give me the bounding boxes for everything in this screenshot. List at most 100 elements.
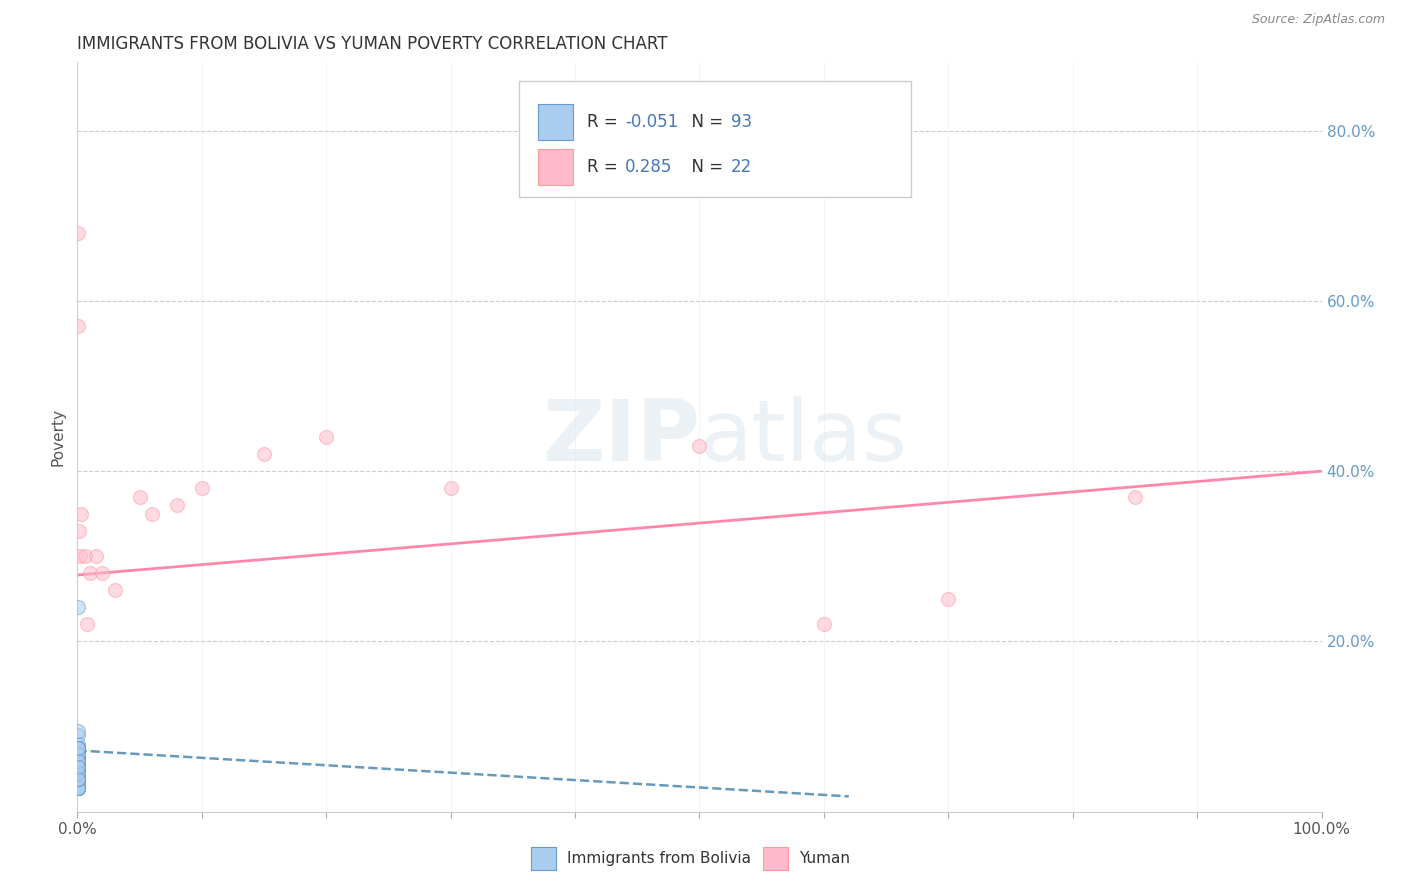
Point [936,591,959,606]
Point [66,766,89,780]
Text: Source: ZipAtlas.com: Source: ZipAtlas.com [1251,13,1385,27]
Point [69,549,91,564]
Point [66,766,89,780]
Point [66,740,89,755]
Bar [537,149,572,186]
FancyBboxPatch shape [519,81,911,197]
Point [66,766,89,780]
Point [66,772,89,787]
Point [66,754,89,768]
Point [66,760,89,774]
Point [91,566,114,581]
Text: ZIP: ZIP [541,395,700,479]
Point [66,747,89,761]
Point [66,762,89,776]
Point [191,481,214,495]
Y-axis label: Poverty: Poverty [51,408,66,467]
Point [66,766,89,780]
Point [67,754,90,768]
Point [66,780,89,795]
Point [66,780,89,795]
Text: Immigrants from Bolivia: Immigrants from Bolivia [568,851,751,865]
Point [66,226,89,240]
Point [66,772,89,787]
Point [66,760,89,774]
Point [66,754,89,768]
Point [66,766,89,780]
Point [66,754,89,768]
Point [66,728,89,742]
Point [66,772,89,787]
Point [76,617,98,632]
Point [66,752,89,766]
Point [66,772,89,787]
Point [66,772,89,787]
Point [66,772,89,787]
Point [66,760,89,774]
Point [66,747,89,761]
Text: N =: N = [681,113,728,131]
Point [66,747,89,761]
Point [66,747,89,761]
Point [66,754,89,768]
Point [66,769,89,783]
Point [66,754,89,768]
Text: atlas: atlas [700,395,907,479]
Point [66,723,89,738]
Point [66,760,89,774]
Point [66,749,89,764]
Point [66,760,89,774]
Point [66,740,89,755]
Point [66,766,89,780]
Point [66,754,89,768]
Point [66,766,89,780]
Point [66,740,89,755]
Point [66,754,89,768]
Point [813,617,835,632]
Text: Yuman: Yuman [799,851,851,865]
Point [66,740,89,755]
Point [73,549,96,564]
Point [66,740,89,755]
Point [66,772,89,787]
Point [66,772,89,787]
Point [66,754,89,768]
Point [66,760,89,774]
Bar [537,104,572,140]
Text: N =: N = [681,159,728,177]
Point [66,780,89,795]
Point [66,775,89,789]
Point [66,766,89,780]
Point [315,430,337,444]
Point [689,439,711,453]
Point [66,760,89,774]
Point [1123,490,1146,504]
Point [66,740,89,755]
Text: R =: R = [588,113,623,131]
Text: 0.285: 0.285 [624,159,672,177]
Point [66,737,89,751]
Point [166,498,188,512]
Point [66,766,89,780]
Point [66,760,89,774]
Point [66,760,89,774]
Point [253,447,276,461]
Point [66,772,89,787]
Point [66,319,89,334]
Point [66,747,89,761]
Point [66,780,89,795]
Point [128,490,150,504]
Point [66,745,89,759]
Point [66,740,89,755]
Point [439,481,461,495]
Text: 22: 22 [731,159,752,177]
Point [66,780,89,795]
Point [66,780,89,795]
Point [66,754,89,768]
Point [66,772,89,787]
Point [66,747,89,761]
Point [66,772,89,787]
Point [66,769,89,783]
Point [66,600,89,615]
Point [66,740,89,755]
